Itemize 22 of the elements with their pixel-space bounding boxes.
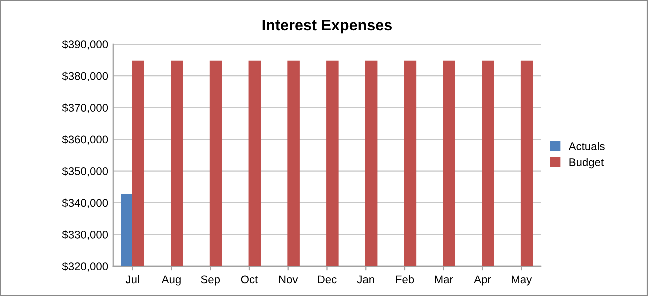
chart-title: Interest Expenses [262, 20, 392, 34]
x-tick-label: Jul [126, 275, 140, 284]
x-tick-label: Jan [357, 276, 374, 284]
x-tick-label: Dec [318, 276, 337, 284]
legend-label: Budget [570, 158, 604, 169]
x-tick-label: Oct [241, 276, 258, 284]
x-tick-label: Mar [435, 276, 454, 284]
y-tick-label: $370,000 [62, 104, 108, 114]
y-tick-label: $360,000 [62, 135, 108, 145]
y-tick-label: $330,000 [62, 230, 108, 240]
x-tick-label: Sep [201, 276, 220, 286]
y-tick-label: $390,000 [62, 40, 108, 50]
y-tick-label: $350,000 [62, 167, 108, 177]
x-tick-label: May [512, 276, 532, 286]
y-tick-label: $340,000 [62, 198, 108, 208]
x-tick-label: Aug [162, 276, 181, 286]
x-tick-label: Nov [279, 276, 298, 284]
y-tick-label: $320,000 [62, 262, 108, 272]
x-tick-label: Apr [474, 276, 492, 286]
y-tick-label: $380,000 [62, 72, 108, 82]
x-tick-label: Feb [396, 275, 414, 284]
legend-label: Actuals [568, 142, 605, 150]
